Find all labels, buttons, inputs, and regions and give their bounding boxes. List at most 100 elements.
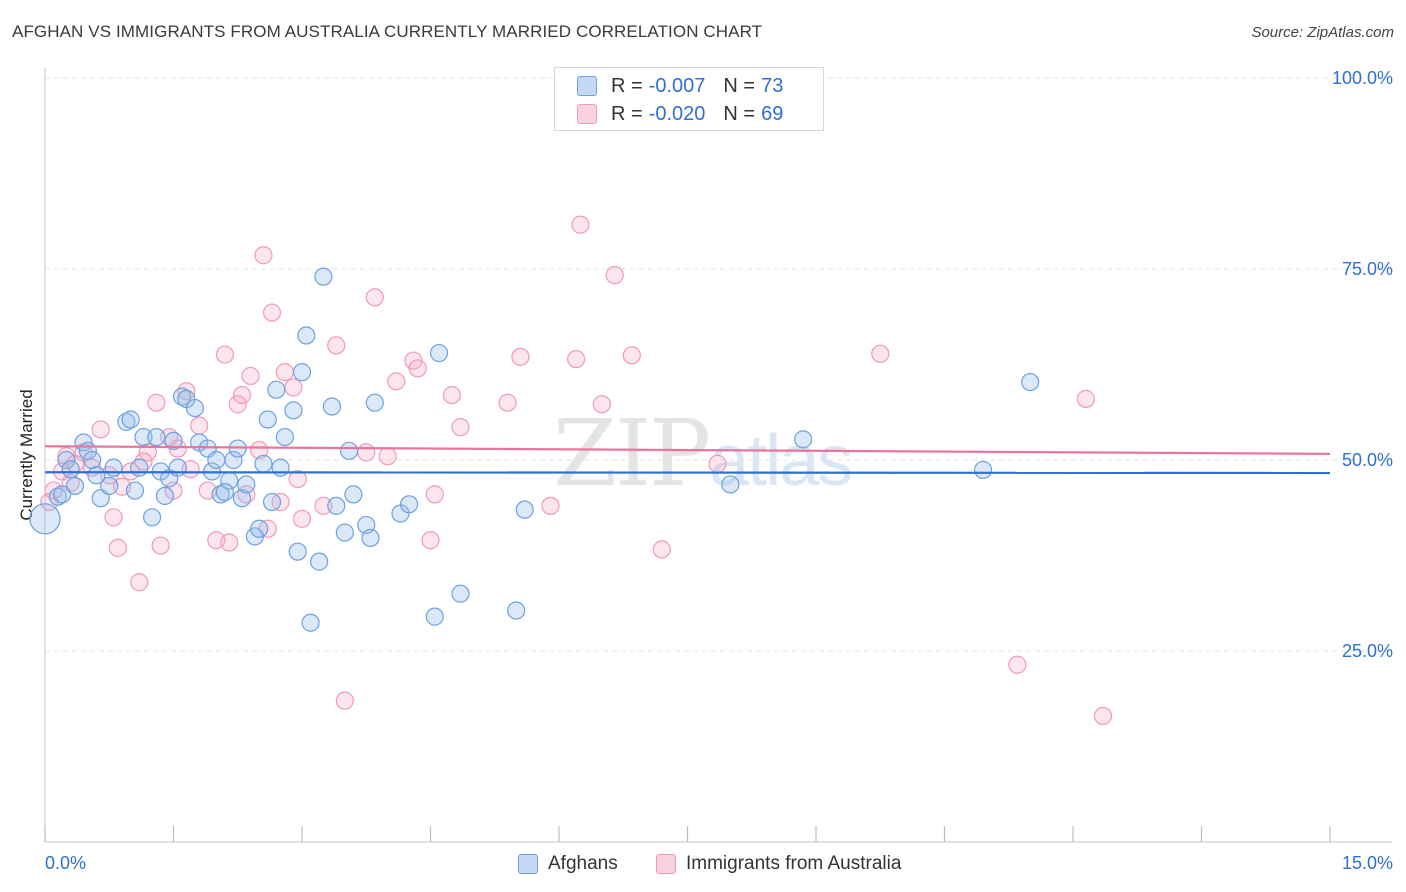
afghans-trend-line [44, 471, 1331, 475]
afghan-point [224, 450, 243, 470]
legend-r-value-afghans: -0.007 [648, 74, 706, 97]
australia-point [327, 336, 346, 355]
afghan-point [721, 475, 740, 494]
australia-point [335, 691, 354, 710]
afghan-point [267, 380, 286, 399]
australia-point [91, 420, 110, 439]
afghan-point [515, 500, 534, 519]
afghan-point [61, 460, 80, 479]
afghan-point [250, 519, 269, 538]
australia-point [498, 393, 517, 412]
legend-r-label: R = [611, 74, 643, 97]
legend-n-value-australia: 69 [761, 102, 784, 125]
afghan-point [100, 476, 119, 496]
afghan-point [301, 613, 320, 632]
afghan-point [87, 466, 106, 485]
australia-point [190, 416, 209, 435]
australia-point [365, 288, 384, 307]
afghan-point [29, 503, 61, 535]
afghan-point [335, 523, 354, 542]
afghan-point [425, 607, 444, 626]
australia-point [592, 395, 611, 414]
australia-point [288, 470, 307, 489]
australia-point [241, 366, 260, 386]
australia-point [442, 385, 462, 405]
afghan-point [1021, 372, 1040, 392]
australia-point [254, 246, 273, 265]
legend-r-value-australia: -0.020 [648, 102, 706, 125]
afghan-point [344, 485, 363, 504]
afghan-point [57, 450, 76, 470]
bottom-legend-swatch-afghans [518, 854, 538, 874]
afghan-point [284, 401, 303, 420]
australia-point [1093, 706, 1113, 726]
australia-point [571, 215, 590, 234]
australia-point [215, 345, 234, 364]
y-tick-label: 25.0% [1342, 641, 1393, 661]
afghan-point [155, 486, 175, 506]
australia-point [1076, 389, 1095, 408]
afghan-point [130, 458, 149, 477]
australia-point [622, 346, 641, 365]
australia-point [275, 363, 294, 382]
legend-n-label: N = [723, 102, 756, 125]
afghan-point [237, 475, 256, 494]
afghan-point [125, 481, 145, 500]
afghan-point [185, 398, 205, 418]
australia-point [378, 447, 397, 466]
bottom-legend-swatch-australia [656, 854, 676, 874]
legend-n-label: N = [723, 74, 756, 97]
australia-point [147, 393, 166, 412]
legend-row-australia: R = -0.020 N = 69 [577, 101, 783, 127]
afghan-point [262, 492, 282, 512]
australia-point [652, 540, 671, 559]
australia-point [232, 385, 252, 405]
australia-point [151, 536, 170, 555]
afghan-point [399, 495, 419, 514]
y-tick-label: 75.0% [1342, 259, 1393, 279]
afghan-point [65, 476, 85, 496]
x-tick-label: 0.0% [45, 853, 86, 873]
australia-point [451, 418, 470, 437]
australia-point [1008, 655, 1027, 674]
afghan-point [134, 427, 153, 447]
australia-point [250, 440, 269, 460]
australia-point [220, 533, 239, 552]
afghan-point [147, 427, 166, 447]
afghan-point [322, 397, 342, 416]
australia-point [228, 395, 247, 414]
afghan-point [254, 454, 273, 473]
afghan-point [361, 528, 380, 548]
chart-title: AFGHAN VS IMMIGRANTS FROM AUSTRALIA CURR… [12, 22, 763, 41]
australia-point [408, 359, 427, 378]
afghan-point [83, 450, 102, 470]
afghan-point [275, 427, 294, 447]
afghan-point [365, 393, 384, 412]
legend-r-label: R = [611, 102, 643, 125]
y-tick-label: 100.0% [1332, 68, 1393, 88]
afghan-point [232, 489, 252, 508]
australia-point [708, 454, 727, 473]
afghan-point [142, 508, 162, 527]
afghan-point [314, 267, 333, 286]
australia-point [605, 266, 624, 285]
australia-point [387, 372, 406, 391]
bottom-legend-australia: Immigrants from Australia [656, 851, 901, 877]
afghan-point [121, 410, 140, 429]
afghan-point [794, 430, 813, 449]
australia-point [284, 378, 303, 397]
australia-point [104, 508, 123, 527]
australia-trend-line [44, 445, 1331, 455]
afghan-point [288, 542, 307, 561]
australia-point [262, 303, 282, 322]
legend-row-afghans: R = -0.007 N = 73 [577, 73, 783, 99]
australia-point [130, 573, 149, 592]
y-tick-label: 50.0% [1342, 450, 1393, 470]
afghan-point [168, 458, 187, 477]
bottom-legend-afghans: Afghans [518, 851, 618, 877]
bottom-legend-label-afghans: Afghans [548, 853, 618, 874]
source-credit: Source: ZipAtlas.com [1251, 24, 1394, 41]
afghan-point [327, 496, 346, 515]
australia-point [357, 443, 376, 462]
